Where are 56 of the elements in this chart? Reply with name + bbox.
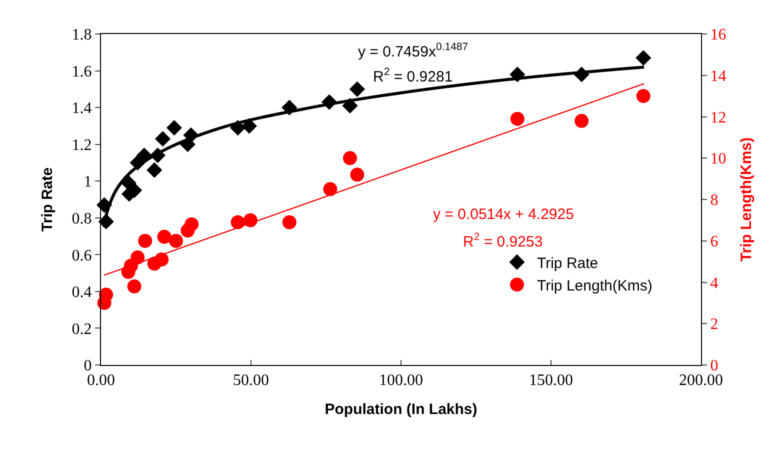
- point: [343, 151, 357, 166]
- point: [184, 217, 199, 232]
- y-axis-title: Trip Rate: [39, 167, 56, 232]
- y-tick-label: 1: [84, 174, 92, 191]
- y2-axis-title: Trip Length(Kms): [738, 137, 756, 262]
- point: [243, 213, 258, 228]
- y-tick-label: 1.8: [72, 26, 92, 44]
- x-tick-label: 50.00: [233, 372, 269, 390]
- y2-tick-label: 14: [710, 68, 726, 85]
- point: [157, 230, 172, 244]
- y2-tick-label: 8: [710, 192, 718, 210]
- point: [166, 120, 182, 136]
- y-tick-label: 0.2: [72, 320, 92, 338]
- point: [342, 98, 358, 114]
- y2-tick-label: 0: [710, 358, 718, 375]
- y-tick-label: 1.6: [72, 63, 92, 80]
- y2-tick-label: 6: [710, 233, 718, 250]
- y-tick-label: 1.2: [72, 136, 92, 154]
- point: [130, 250, 145, 264]
- point: [636, 50, 652, 66]
- point: [574, 114, 589, 128]
- y-tick-label: 0.4: [72, 284, 92, 302]
- point: [282, 215, 296, 230]
- point: [323, 182, 338, 196]
- point: [169, 234, 183, 248]
- point: [349, 81, 365, 97]
- x-tick-label: 0.00: [87, 372, 115, 390]
- point: [154, 252, 169, 266]
- point: [510, 112, 524, 126]
- annotation: R$^{2}$ = 0.9281: [373, 66, 453, 86]
- annotation: R$^{2}$ = 0.9253: [463, 231, 543, 250]
- y2-tick-label: 10: [710, 150, 726, 168]
- y-tick-label: 0: [84, 358, 92, 375]
- annotation: y = 0.0514x + 4.2925: [433, 206, 574, 223]
- x-tick-label: 100.00: [379, 372, 423, 390]
- x-tick-label: 200.00: [679, 372, 723, 390]
- point: [127, 279, 142, 294]
- point: [241, 118, 257, 134]
- y2-tick-label: 4: [710, 274, 718, 292]
- point: [146, 162, 162, 178]
- x-tick-label: 150.00: [529, 372, 573, 390]
- y-tick-label: 0.6: [72, 247, 92, 264]
- point: [99, 288, 114, 302]
- y-tick-label: 0.8: [72, 210, 92, 228]
- y-tick-label: 1.4: [72, 100, 92, 118]
- y2-tick-label: 2: [710, 316, 718, 334]
- y2-tick-label: 16: [710, 26, 726, 44]
- point: [350, 168, 364, 182]
- annotation: y = 0.7459x$^{0.1487}$: [358, 41, 468, 60]
- point: [155, 131, 171, 147]
- legend-label: Trip Rate: [537, 254, 598, 272]
- x-axis-title: Population (In Lakhs): [324, 401, 478, 418]
- legend-label: Trip Length(Kms): [537, 277, 652, 294]
- point: [138, 234, 152, 248]
- y2-tick-label: 12: [710, 109, 726, 126]
- point: [636, 89, 650, 104]
